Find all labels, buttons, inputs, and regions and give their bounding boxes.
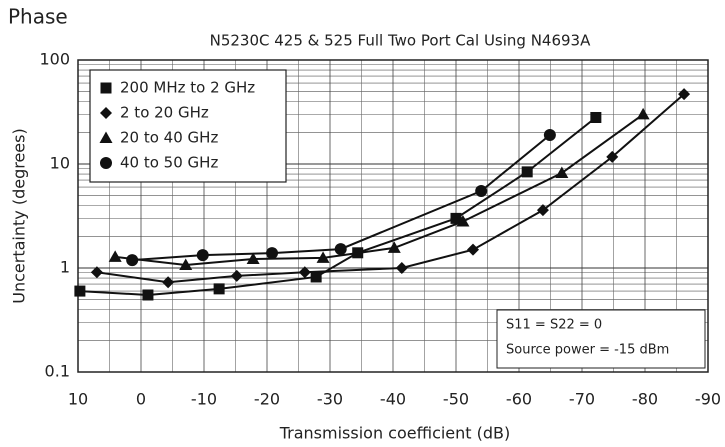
y-tick-label: 0.1 xyxy=(45,362,70,381)
marker xyxy=(100,107,112,119)
marker xyxy=(334,243,347,256)
annotation-box xyxy=(496,309,706,369)
y-tick-label: 1 xyxy=(60,258,70,277)
marker xyxy=(230,269,243,282)
marker xyxy=(456,214,470,227)
marker xyxy=(387,241,401,253)
marker xyxy=(99,131,113,143)
x-tick-label: -70 xyxy=(569,390,595,409)
marker xyxy=(536,204,549,217)
marker xyxy=(74,285,86,297)
marker xyxy=(521,166,533,178)
marker xyxy=(126,254,139,267)
marker xyxy=(450,212,462,224)
series-line xyxy=(132,134,551,262)
marker xyxy=(108,250,122,262)
marker xyxy=(555,166,569,178)
x-tick-label: -30 xyxy=(317,390,343,409)
plot-frame xyxy=(77,59,709,373)
legend-label: 2 to 20 GHz xyxy=(120,104,209,122)
legend-label: 200 MHz to 2 GHz xyxy=(120,79,255,97)
y-axis-label: Uncertainty (degrees) xyxy=(10,128,29,303)
chart-title: Phase xyxy=(8,5,68,29)
x-tick-label: -60 xyxy=(506,390,532,409)
x-tick-label: -50 xyxy=(443,390,469,409)
series-line xyxy=(79,116,597,297)
marker xyxy=(179,258,193,270)
marker xyxy=(467,243,480,256)
marker xyxy=(100,157,112,169)
x-axis-label: Transmission coefficient (dB) xyxy=(279,424,511,443)
annotation: S11 = S22 = 0 xyxy=(506,318,602,333)
marker xyxy=(266,247,279,260)
x-tick-label: -90 xyxy=(695,390,721,409)
marker xyxy=(606,150,619,163)
x-tick-label: -40 xyxy=(380,390,406,409)
marker xyxy=(543,129,556,142)
legend-box xyxy=(89,69,287,183)
marker xyxy=(310,271,322,283)
y-tick-label: 10 xyxy=(50,154,70,173)
marker xyxy=(395,262,408,274)
x-tick-label: -20 xyxy=(254,390,280,409)
marker xyxy=(590,111,602,123)
marker xyxy=(90,266,103,279)
series-line xyxy=(115,113,644,266)
marker xyxy=(142,289,154,301)
marker xyxy=(298,266,311,279)
x-tick-label: -80 xyxy=(632,390,658,409)
marker xyxy=(678,88,691,101)
annotation: Source power = -15 dBm xyxy=(506,343,669,358)
legend-label: 40 to 50 GHz xyxy=(120,154,218,172)
marker xyxy=(475,185,488,198)
marker xyxy=(196,249,209,262)
marker xyxy=(316,251,330,263)
marker xyxy=(213,283,225,295)
marker xyxy=(636,107,650,120)
marker xyxy=(100,82,112,94)
x-tick-label: 10 xyxy=(68,390,88,409)
chart-subtitle: N5230C 425 & 525 Full Two Port Cal Using… xyxy=(210,32,591,50)
marker xyxy=(162,276,175,289)
x-tick-label: -10 xyxy=(191,390,217,409)
x-tick-label: 0 xyxy=(136,390,146,409)
y-tick-label: 100 xyxy=(39,50,70,69)
marker xyxy=(246,252,260,265)
legend-label: 20 to 40 GHz xyxy=(120,129,218,147)
